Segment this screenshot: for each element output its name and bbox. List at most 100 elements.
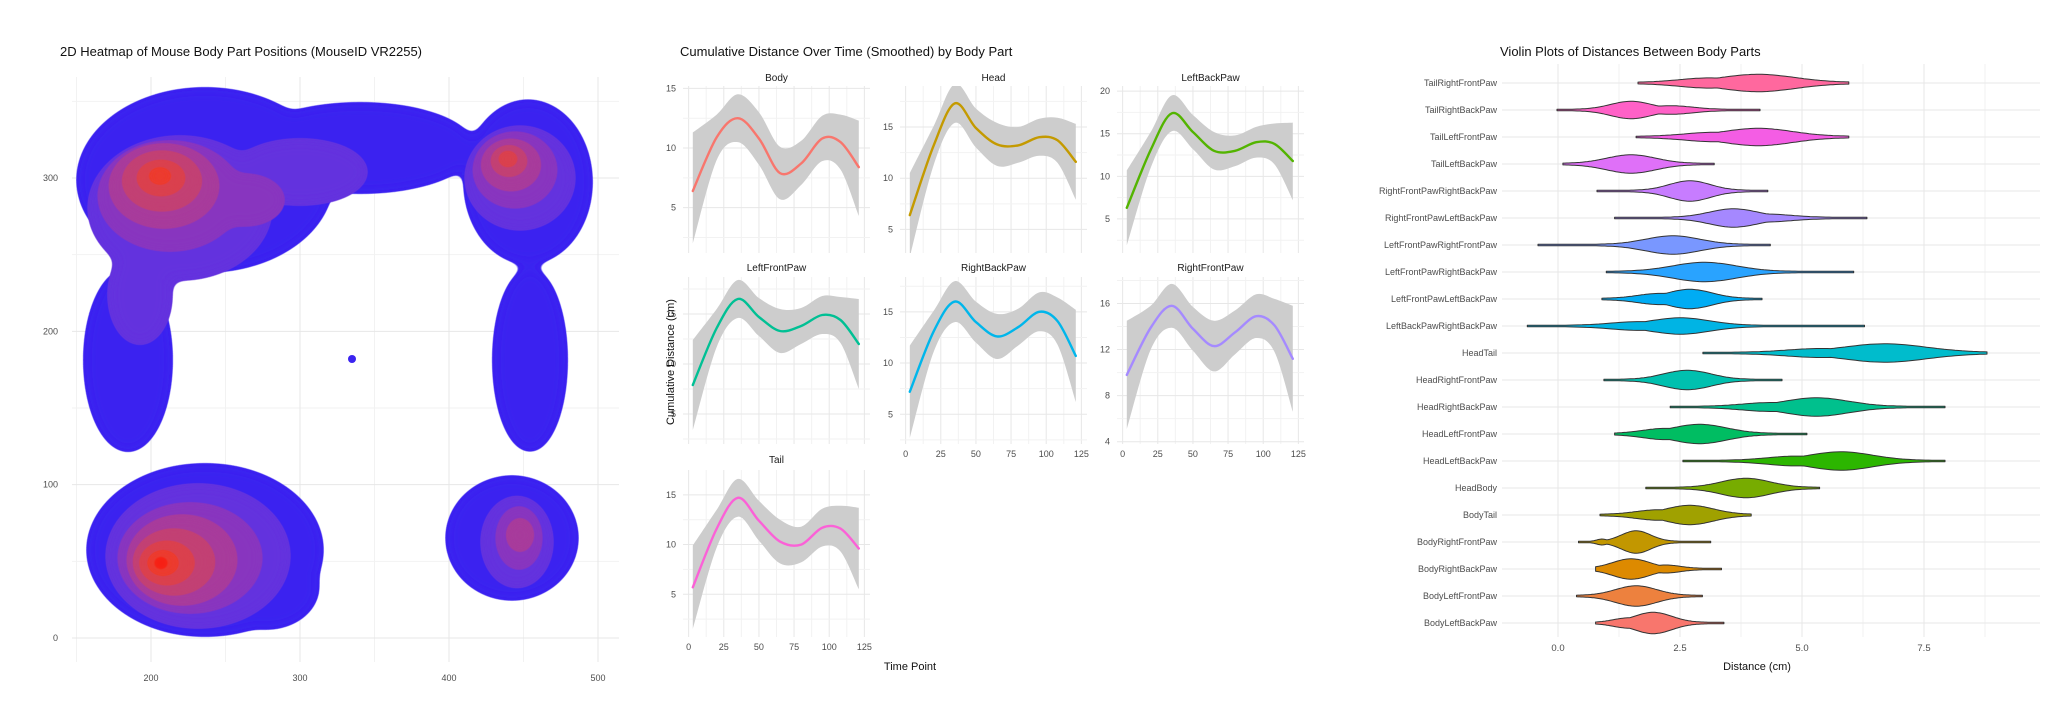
smoothed-line: [691, 116, 860, 193]
confidence-band: [1126, 95, 1293, 246]
heatmap-y-tick: 200: [43, 326, 58, 336]
density-contours: [77, 88, 592, 636]
facet-y-tick: 4: [1105, 437, 1110, 447]
facet-y-tick: 15: [666, 490, 676, 500]
facet-y-tick: 5: [671, 589, 676, 599]
violin-x-tick: 0.0: [1551, 643, 1564, 654]
confidence-band: [692, 279, 859, 430]
violin-title: Violin Plots of Distances Between Body P…: [1500, 44, 1761, 59]
facet-y-tick: 10: [1100, 171, 1110, 181]
facet-y-tick: 15: [883, 122, 893, 132]
smoothed-line: [1125, 304, 1294, 377]
facet-plot-area: [691, 94, 860, 244]
violin-shape: [1637, 73, 1850, 93]
smoothed-line: [691, 297, 860, 387]
violin-shape: [1562, 154, 1715, 174]
timeseries-y-axis-label: Cumulative Distance (cm): [665, 299, 677, 425]
violin-category-label: BodyLeftFrontPaw: [1423, 591, 1498, 601]
facet-y-tick: 15: [883, 307, 893, 317]
violin-row-TailRightBackPaw: TailRightBackPaw: [1425, 100, 1761, 120]
facet-y-tick: 10: [666, 143, 676, 153]
violin-row-BodyLeftBackPaw: BodyLeftBackPaw: [1424, 611, 1725, 635]
density-blob: [506, 517, 534, 553]
violin-shape: [1596, 180, 1769, 202]
violin-category-label: HeadTail: [1462, 348, 1497, 358]
facet-x-tick: 75: [1006, 449, 1016, 459]
facet-strip-label: RightBackPaw: [961, 263, 1027, 274]
facet-x-tick: 75: [1223, 449, 1233, 459]
density-blob: [151, 555, 171, 571]
facet-panel-Tail: Tail 5 10 15 0 25 50 75 100 125: [666, 455, 872, 652]
facet-strip-label: RightFrontPaw: [1177, 263, 1244, 274]
density-blob: [108, 245, 172, 345]
violin-row-TailLeftFrontPaw: TailLeftFrontPaw: [1430, 127, 1850, 147]
violin-category-label: TailLeftBackPaw: [1431, 159, 1498, 169]
violin-row-LeftFrontPawRightBackPaw: LeftFrontPawRightBackPaw: [1385, 261, 1855, 283]
facet-plot-area: [691, 279, 860, 430]
violin-row-BodyLeftFrontPaw: BodyLeftFrontPaw: [1423, 585, 1703, 607]
heatmap-panel: 200 300 400 500 0 100 200 300: [43, 77, 619, 683]
facet-strip-label: LeftBackPaw: [1181, 73, 1240, 84]
facet-panel-RightBackPaw: RightBackPaw 5 10 15 0 25 50 75 100 125: [883, 263, 1089, 459]
facet-y-tick: 5: [1105, 214, 1110, 224]
facet-x-tick: 0: [903, 449, 908, 459]
heatmap-x-tick: 400: [441, 673, 456, 683]
facet-y-tick: 10: [666, 540, 676, 550]
heatmap-title: 2D Heatmap of Mouse Body Part Positions …: [60, 44, 423, 59]
facet-plot-area: [691, 478, 860, 629]
violin-row-TailRightFrontPaw: TailRightFrontPaw: [1424, 73, 1850, 93]
facet-y-tick: 5: [671, 203, 676, 213]
facet-strip-label: LeftFrontPaw: [747, 263, 807, 274]
facet-x-tick: 25: [936, 449, 946, 459]
facet-x-tick: 75: [789, 642, 799, 652]
facet-y-tick: 15: [1100, 129, 1110, 139]
facet-panel-RightFrontPaw: RightFrontPaw 4 8 12 16 0 25 50 75 100 125: [1100, 263, 1306, 459]
violin-shape: [1556, 100, 1761, 120]
density-blob: [496, 150, 520, 168]
confidence-band: [909, 281, 1076, 438]
confidence-band: [692, 478, 859, 629]
facet-x-tick: 100: [822, 642, 837, 652]
violin-row-BodyRightFrontPaw: BodyRightFrontPaw: [1417, 530, 1712, 554]
facet-y-tick: 5: [671, 409, 676, 419]
violin-category-label: HeadBody: [1455, 483, 1498, 493]
facet-x-tick: 50: [754, 642, 764, 652]
facet-x-tick: 125: [1291, 449, 1306, 459]
heatmap-x-tick: 500: [590, 673, 605, 683]
violin-row-TailLeftBackPaw: TailLeftBackPaw: [1431, 154, 1715, 174]
facet-panel-LeftFrontPaw: LeftFrontPaw 5 10 15: [666, 263, 870, 444]
density-level-7: [151, 555, 171, 571]
facet-x-tick: 0: [1120, 449, 1125, 459]
violin-shape: [1645, 477, 1821, 499]
facet-y-tick: 16: [1100, 298, 1110, 308]
facet-strip-label: Body: [765, 73, 788, 84]
violin-row-RightFrontPawRightBackPaw: RightFrontPawRightBackPaw: [1379, 180, 1769, 202]
violin-category-label: BodyRightBackPaw: [1418, 564, 1498, 574]
facet-y-tick: 5: [888, 224, 893, 234]
facet-strip-label: Tail: [769, 455, 784, 466]
violin-row-HeadLeftFrontPaw: HeadLeftFrontPaw: [1422, 423, 1808, 445]
violin-shape: [1605, 261, 1855, 283]
violin-shape: [1601, 288, 1763, 310]
violin-category-label: HeadRightBackPaw: [1417, 402, 1498, 412]
violin-shape: [1603, 369, 1783, 391]
violin-category-label: HeadLeftBackPaw: [1423, 456, 1498, 466]
violin-row-LeftFrontPawRightFrontPaw: LeftFrontPawRightFrontPaw: [1384, 235, 1771, 255]
facet-x-tick: 50: [971, 449, 981, 459]
facet-y-tick: 15: [666, 309, 676, 319]
violin-category-label: HeadRightFrontPaw: [1416, 375, 1498, 385]
violin-row-BodyRightBackPaw: BodyRightBackPaw: [1418, 558, 1722, 580]
violin-shape: [1682, 451, 1946, 471]
violin-shape: [1576, 585, 1703, 607]
smoothed-line: [1125, 111, 1294, 209]
violin-shape: [1578, 530, 1712, 554]
facet-y-tick: 5: [888, 409, 893, 419]
violin-category-label: LeftFrontPawLeftBackPaw: [1391, 294, 1498, 304]
violin-category-label: LeftFrontPawRightFrontPaw: [1384, 240, 1498, 250]
violin-category-label: RightFrontPawRightBackPaw: [1379, 186, 1498, 196]
violin-shape: [1595, 558, 1722, 580]
confidence-band: [1126, 283, 1293, 429]
violin-category-label: BodyRightFrontPaw: [1417, 537, 1498, 547]
